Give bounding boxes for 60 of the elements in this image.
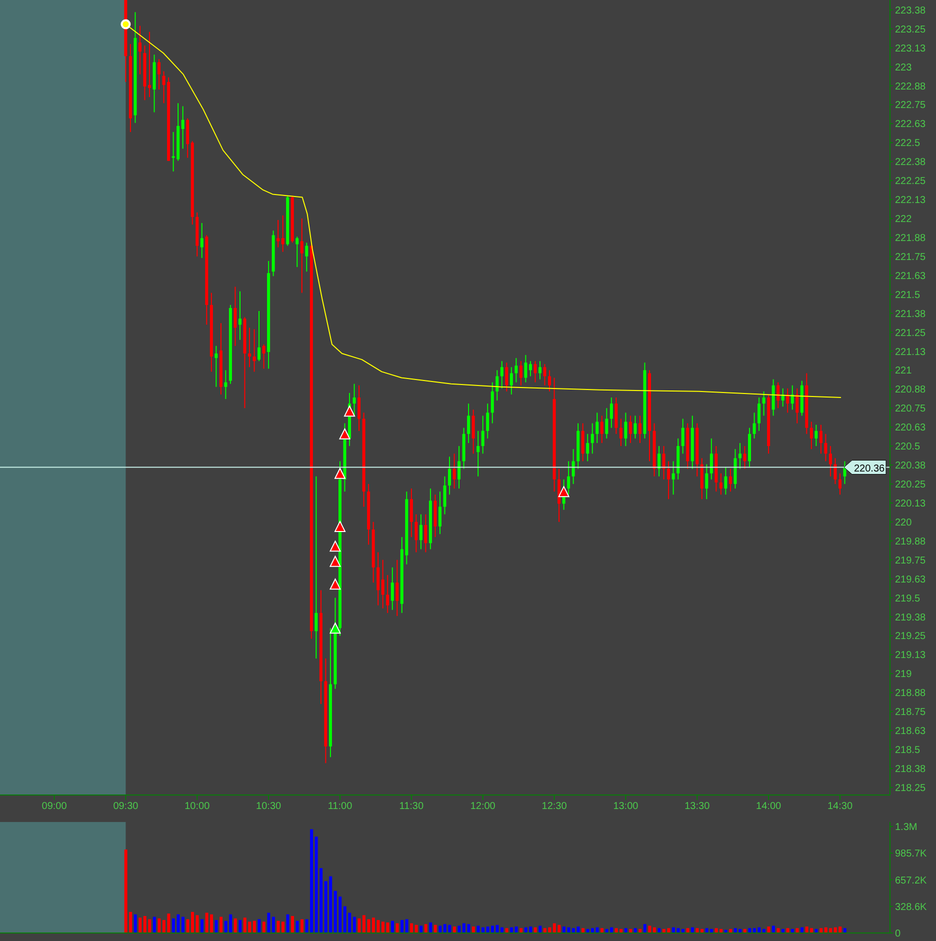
- y-tick-label: 218.88: [895, 688, 926, 700]
- y-tick-label: 219.63: [895, 574, 926, 586]
- y-tick-label: 222.38: [895, 157, 926, 168]
- y-tick-label: 222.63: [895, 119, 926, 130]
- y-tick-label: 219: [895, 669, 912, 680]
- y-tick-label: 220.63: [895, 422, 926, 434]
- y-tick-label: 219.88: [895, 536, 926, 548]
- ref-line-label: 220.36: [854, 463, 886, 474]
- y-tick-label: 221.13: [895, 346, 926, 358]
- y-tick-label: 657.2K: [895, 875, 928, 886]
- y-tick-label: 219.25: [895, 631, 926, 642]
- x-tick-label: 09:00: [42, 801, 68, 812]
- y-tick-label: 220.5: [895, 442, 920, 453]
- y-tick-label: 328.6K: [895, 902, 928, 913]
- y-tick-label: 221: [895, 366, 912, 377]
- y-tick-label: 0: [895, 928, 901, 940]
- y-tick-label: 220.13: [895, 498, 926, 510]
- x-tick-label: 13:30: [684, 801, 710, 812]
- y-tick-label: 220: [895, 517, 912, 528]
- y-tick-label: 1.3M: [895, 822, 918, 834]
- y-tick-label: 221.63: [895, 270, 926, 282]
- y-tick-label: 222.88: [895, 81, 926, 92]
- x-tick-label: 11:30: [399, 801, 424, 812]
- y-tick-label: 222.25: [895, 176, 926, 188]
- x-tick-label: 10:00: [184, 801, 210, 812]
- y-tick-label: 219.38: [895, 612, 926, 624]
- y-tick-label: 218.75: [895, 707, 926, 718]
- y-tick-label: 220.38: [895, 460, 926, 472]
- y-tick-label: 223.25: [895, 24, 926, 36]
- y-tick-label: 223.38: [895, 5, 926, 16]
- y-tick-label: 219.13: [895, 650, 926, 662]
- y-tick-label: 220.88: [895, 384, 926, 396]
- x-tick-label: 12:00: [470, 801, 496, 812]
- y-tick-label: 223: [895, 62, 912, 74]
- x-tick-label: 13:00: [613, 801, 639, 812]
- y-tick-label: 222: [895, 214, 912, 226]
- x-tick-label: 09:30: [113, 801, 139, 812]
- y-tick-label: 221.88: [895, 232, 926, 244]
- y-tick-label: 222.5: [895, 138, 920, 150]
- y-tick-label: 219.5: [895, 593, 920, 604]
- x-tick-label: 14:00: [756, 801, 782, 812]
- y-tick-label: 985.7K: [895, 848, 928, 860]
- y-tick-label: 221.25: [895, 328, 926, 339]
- y-tick-label: 219.75: [895, 555, 926, 566]
- y-tick-label: 221.38: [895, 308, 926, 320]
- y-tick-label: 218.38: [895, 764, 926, 775]
- y-tick-label: 220.75: [895, 404, 926, 415]
- y-tick-label: 223.13: [895, 43, 926, 54]
- x-tick-label: 12:30: [542, 801, 568, 812]
- y-tick-label: 220.25: [895, 480, 926, 491]
- y-tick-label: 221.75: [895, 252, 926, 263]
- x-tick-label: 11:00: [328, 801, 353, 812]
- x-tick-label: 10:30: [256, 801, 282, 812]
- y-tick-label: 218.25: [895, 782, 926, 794]
- y-tick-label: 222.75: [895, 100, 926, 112]
- y-tick-label: 221.5: [895, 290, 920, 301]
- y-tick-label: 218.63: [895, 726, 926, 738]
- x-tick-label: 14:30: [827, 801, 853, 812]
- y-tick-label: 218.5: [895, 745, 920, 756]
- y-tick-label: 222.13: [895, 195, 926, 206]
